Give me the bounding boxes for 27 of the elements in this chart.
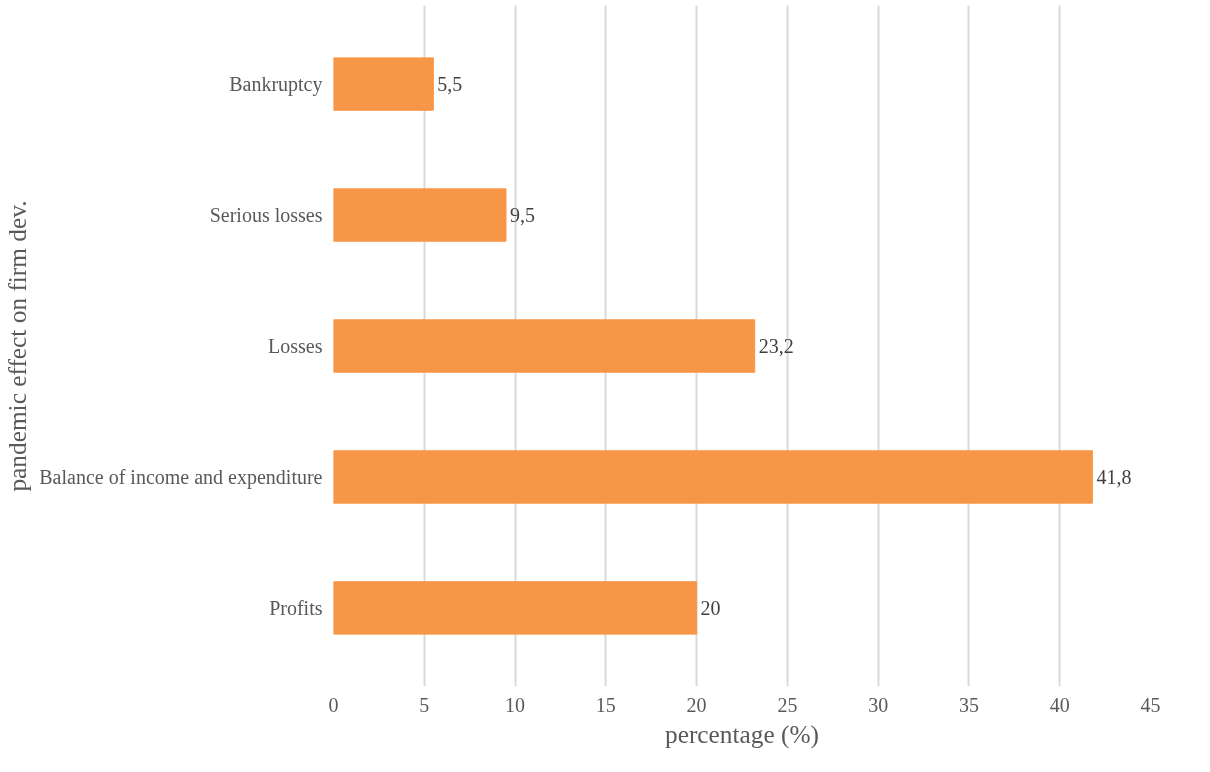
x-tick-label: 5 bbox=[419, 693, 430, 716]
x-axis-title: percentage (%) bbox=[665, 719, 819, 749]
bar bbox=[333, 57, 434, 111]
data-label: 5,5 bbox=[437, 73, 463, 96]
x-tick-label: 45 bbox=[1140, 693, 1161, 716]
bar bbox=[333, 581, 698, 635]
x-tick-label: 30 bbox=[868, 693, 889, 716]
x-tick-label: 20 bbox=[686, 693, 707, 716]
data-label: 9,5 bbox=[509, 204, 535, 227]
data-label: 41,8 bbox=[1096, 465, 1132, 488]
x-tick-label: 15 bbox=[595, 693, 616, 716]
y-tick-label: Serious losses bbox=[209, 204, 323, 227]
data-label: 23,2 bbox=[758, 335, 794, 357]
data-label: 20 bbox=[700, 596, 721, 619]
bar bbox=[333, 450, 1093, 504]
x-tick-label: 10 bbox=[505, 693, 526, 716]
y-axis-title: pandemic effect on firm dev. bbox=[3, 200, 32, 492]
x-tick-label: 40 bbox=[1049, 693, 1070, 716]
x-tick-label: 25 bbox=[777, 693, 798, 716]
x-tick-label: 0 bbox=[328, 693, 339, 716]
y-tick-label: Balance of income and expenditure bbox=[39, 465, 323, 489]
x-tick-label: 35 bbox=[958, 693, 979, 716]
y-tick-label: Profits bbox=[269, 596, 323, 619]
bar bbox=[333, 319, 756, 373]
y-tick-label: Losses bbox=[268, 335, 323, 357]
bar bbox=[333, 188, 507, 242]
y-tick-label: Bankruptcy bbox=[229, 73, 323, 97]
